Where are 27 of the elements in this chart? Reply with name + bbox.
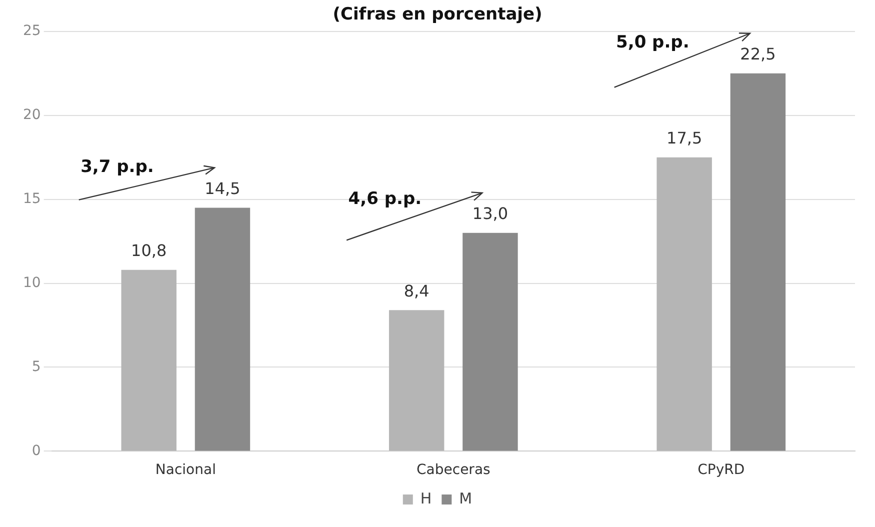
bar [462, 232, 518, 451]
x-tick-label: Nacional [155, 462, 216, 478]
data-label: 8,4 [404, 281, 430, 300]
y-tick-label: 0 [32, 442, 41, 459]
bar [656, 157, 712, 451]
data-label: 13,0 [472, 204, 508, 224]
annotation: 3,7 p.p. [80, 157, 154, 177]
bar [194, 208, 250, 451]
chart-title: (Cifras en porcentaje) [332, 4, 542, 25]
bar [388, 310, 444, 451]
bar [121, 270, 176, 451]
y-tick-label: 10 [22, 274, 41, 291]
data-label: 10,8 [131, 241, 167, 260]
data-label: 17,5 [666, 128, 702, 148]
annotation: 4,6 p.p. [348, 188, 422, 209]
legend-label: H [420, 489, 432, 508]
y-tick-label: 5 [32, 358, 41, 375]
y-tick-label: 25 [22, 23, 41, 40]
data-label: 14,5 [204, 178, 240, 198]
bar [730, 73, 786, 451]
data-label: 22,5 [740, 44, 776, 64]
y-tick-label: 15 [22, 190, 41, 207]
legend-label: M [459, 489, 472, 508]
annotation: 5,0 p.p. [616, 32, 690, 52]
x-tick-label: Cabeceras [416, 462, 490, 478]
y-tick-label: 20 [22, 107, 41, 123]
x-tick-label: CPyRD [698, 462, 745, 478]
